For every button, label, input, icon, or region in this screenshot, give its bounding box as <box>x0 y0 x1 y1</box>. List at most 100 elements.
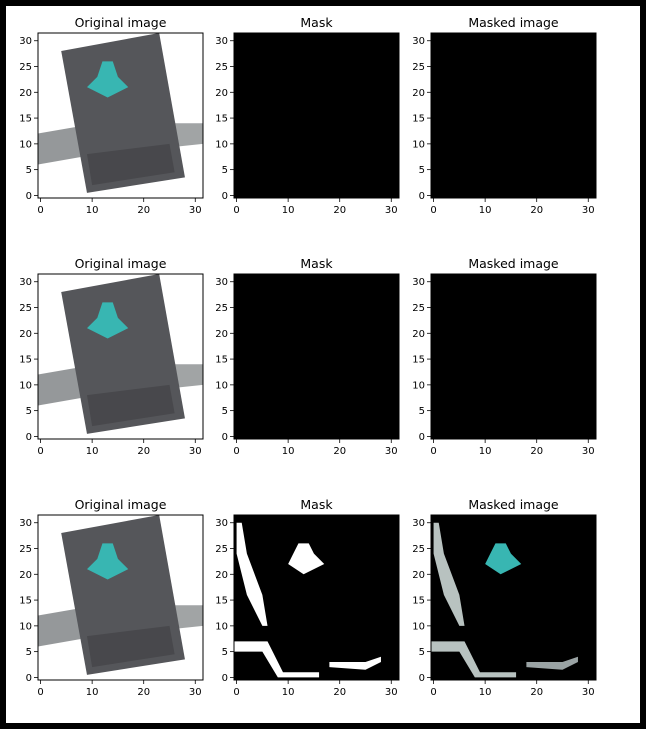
axes-frame <box>37 32 204 199</box>
subplot-title: Masked image <box>468 497 559 512</box>
subplot-title: Mask <box>300 15 333 30</box>
subplot-4: Original image 0 10 20 30 0 5 10 15 20 25 30 <box>19 256 204 457</box>
x-tick-label: 30 <box>189 205 202 216</box>
mask-region-arm-left <box>234 641 320 678</box>
mask-region-lamp <box>485 543 522 575</box>
y-tick-label: 0 <box>26 673 32 684</box>
y-tick-label: 15 <box>215 596 228 607</box>
signal-lamp <box>86 61 129 98</box>
y-tick-label: 15 <box>215 355 228 366</box>
signal-visor <box>86 143 175 186</box>
x-tick-label: 20 <box>530 687 543 698</box>
axes-frame <box>430 32 597 199</box>
y-tick-label: 5 <box>222 406 228 417</box>
x-tick-label: 10 <box>479 446 492 457</box>
y-tick-label: 0 <box>419 191 425 202</box>
y-tick-label: 20 <box>19 570 32 581</box>
masked-empty-image <box>431 274 596 439</box>
y-tick-label: 30 <box>215 518 228 529</box>
y-tick-label: 15 <box>215 114 228 125</box>
y-tick-label: 20 <box>412 329 425 340</box>
subplot-9: Masked image 0 10 20 30 0 5 10 15 20 25 30 <box>412 497 597 698</box>
subplot-title: Original image <box>75 497 167 512</box>
mask-empty-image <box>234 33 399 198</box>
x-tick-label: 20 <box>333 205 346 216</box>
y-tick-label: 25 <box>412 62 425 73</box>
x-tick-label: 10 <box>479 687 492 698</box>
x-tick-label: 10 <box>86 205 99 216</box>
y-tick-label: 20 <box>19 88 32 99</box>
x-tick-label: 30 <box>582 687 595 698</box>
masked-empty-image <box>431 33 596 198</box>
x-tick-label: 0 <box>233 687 239 698</box>
y-tick-label: 10 <box>19 621 32 632</box>
y-tick-label: 25 <box>19 303 32 314</box>
y-tick-label: 30 <box>19 518 32 529</box>
y-tick-label: 5 <box>419 406 425 417</box>
traffic-light-original-image <box>38 274 203 434</box>
y-tick-label: 25 <box>412 303 425 314</box>
signal-visor <box>86 384 175 427</box>
x-tick-label: 10 <box>86 687 99 698</box>
mask-region-lamp <box>288 543 325 575</box>
subplot-title: Mask <box>300 497 333 512</box>
mask-region-arm-left <box>431 641 517 678</box>
y-tick-label: 5 <box>222 647 228 658</box>
x-tick-label: 20 <box>333 446 346 457</box>
y-tick-label: 25 <box>215 62 228 73</box>
y-tick-label: 5 <box>26 406 32 417</box>
y-tick-label: 10 <box>215 139 228 150</box>
photo-background <box>38 680 203 729</box>
x-tick-label: 0 <box>233 205 239 216</box>
masked-light-image <box>431 515 596 680</box>
subplot-title: Mask <box>300 256 333 271</box>
x-tick-label: 20 <box>333 687 346 698</box>
image-background <box>234 274 399 439</box>
x-tick-label: 20 <box>137 205 150 216</box>
axes-frame <box>430 514 597 681</box>
mask-region-arm-right <box>526 656 578 670</box>
y-tick-label: 25 <box>215 544 228 555</box>
y-tick-label: 10 <box>215 380 228 391</box>
axes-frame <box>37 514 204 681</box>
x-tick-label: 0 <box>430 205 436 216</box>
y-tick-label: 10 <box>19 139 32 150</box>
y-tick-label: 5 <box>26 647 32 658</box>
image-background <box>234 33 399 198</box>
axes-frame <box>233 514 400 681</box>
y-tick-label: 0 <box>419 673 425 684</box>
axes-frame <box>37 273 204 440</box>
y-tick-label: 5 <box>419 165 425 176</box>
y-tick-label: 0 <box>222 191 228 202</box>
subplot-title: Original image <box>75 256 167 271</box>
x-tick-label: 20 <box>530 446 543 457</box>
y-tick-label: 30 <box>215 36 228 47</box>
subplot-3: Masked image 0 10 20 30 0 5 10 15 20 25 30 <box>412 15 597 216</box>
y-tick-label: 10 <box>19 380 32 391</box>
subplot-8: Mask 0 10 20 30 0 5 10 15 20 25 30 <box>215 497 400 698</box>
y-tick-label: 0 <box>222 432 228 443</box>
x-tick-label: 10 <box>86 446 99 457</box>
x-tick-label: 20 <box>137 687 150 698</box>
x-tick-label: 10 <box>282 205 295 216</box>
x-tick-label: 0 <box>37 446 43 457</box>
y-tick-label: 30 <box>19 36 32 47</box>
subplot-title: Masked image <box>468 256 559 271</box>
mask-region-pole <box>433 522 465 626</box>
y-tick-label: 10 <box>412 139 425 150</box>
y-tick-label: 20 <box>19 329 32 340</box>
y-tick-label: 5 <box>26 165 32 176</box>
y-tick-label: 0 <box>222 673 228 684</box>
x-tick-label: 10 <box>282 446 295 457</box>
x-tick-label: 30 <box>582 446 595 457</box>
y-tick-label: 15 <box>412 114 425 125</box>
x-tick-label: 30 <box>189 446 202 457</box>
y-tick-label: 5 <box>419 647 425 658</box>
subplot-title: Masked image <box>468 15 559 30</box>
subplot-1: Original image 0 10 20 30 0 5 10 15 20 25 30 <box>19 15 204 216</box>
y-tick-label: 25 <box>19 62 32 73</box>
subplot-7: Original image 0 10 20 30 0 5 10 15 20 25 30 <box>19 497 204 729</box>
y-tick-label: 30 <box>412 277 425 288</box>
signal-visor <box>86 625 175 668</box>
